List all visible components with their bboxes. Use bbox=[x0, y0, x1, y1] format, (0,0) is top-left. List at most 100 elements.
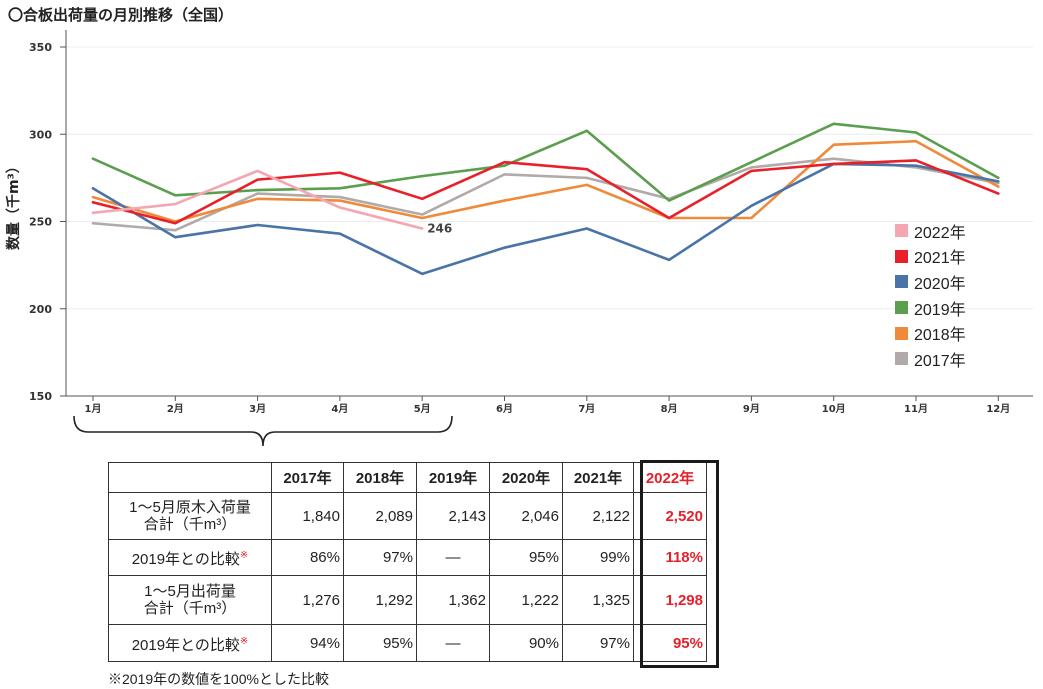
row-label-unit: 合計（千m³） bbox=[143, 516, 237, 533]
y-tick-label-350: 350 bbox=[29, 41, 52, 54]
data-point-2018年-1 bbox=[91, 195, 95, 199]
row-label-text: 2019年との比較 bbox=[131, 636, 240, 654]
table-row: 1～5月出荷量 合計（千m³） 1,276 1,292 1,362 1,222 1,325 1… bbox=[108, 575, 707, 625]
x-tick-label-7: 7月 bbox=[578, 403, 595, 415]
range-bracket bbox=[73, 415, 453, 447]
table-cell: 1,325 bbox=[562, 575, 634, 625]
legend-swatch-2018年 bbox=[895, 326, 908, 340]
data-point-2019年-11 bbox=[914, 131, 918, 134]
summary-table: 2017年 2018年 2019年 2020年 2021年 2022年 1～5月… bbox=[108, 462, 707, 662]
legend-swatch-2020年 bbox=[895, 275, 908, 289]
series-line-2018年 bbox=[91, 139, 1000, 223]
table-cell: 1,222 bbox=[489, 575, 563, 625]
table-cell: 97% bbox=[562, 624, 634, 662]
data-point-2017年-10 bbox=[832, 157, 835, 160]
data-point-2020年-5 bbox=[421, 272, 424, 276]
data-point-2020年-2 bbox=[174, 236, 177, 239]
series-line-2017年 bbox=[91, 157, 1000, 232]
legend-label-2017年: 2017年 bbox=[914, 352, 966, 370]
legend-label-2021年: 2021年 bbox=[914, 250, 966, 268]
table-row-label: 1～5月出荷量 合計（千m³） bbox=[108, 575, 272, 625]
legend-swatch-2019年 bbox=[895, 301, 908, 315]
data-point-2021年-2 bbox=[174, 222, 177, 225]
x-tick-label-9: 9月 bbox=[743, 403, 760, 415]
note-mark: ※ bbox=[239, 550, 249, 561]
table-row: 1～5月原木入荷量 合計（千m³） 1,840 2,089 2,143 2,046 2,12… bbox=[108, 492, 707, 540]
data-point-2018年-10 bbox=[832, 143, 835, 146]
table-cell: 95% bbox=[343, 624, 417, 662]
highlight-frame-2022 bbox=[640, 460, 719, 668]
table-footnote: ※2019年の数値を100%とした比較 bbox=[108, 671, 329, 687]
note-mark: ※ bbox=[239, 635, 249, 647]
chart-title: 〇合板出荷量の月別推移（全国） bbox=[8, 6, 234, 24]
data-point-2018年-7 bbox=[585, 183, 588, 187]
table-cell: 2,122 bbox=[562, 492, 634, 540]
data-point-2019年-9 bbox=[750, 160, 753, 164]
x-tick-label-3: 3月 bbox=[249, 403, 266, 415]
chart-legend: 2022年 2021年 2020年 2019年 2018年 2017年 bbox=[895, 218, 966, 372]
data-point-2018年-5 bbox=[421, 216, 424, 220]
data-point-2019年-3 bbox=[256, 188, 259, 192]
data-point-2019年-2 bbox=[174, 194, 177, 197]
x-tick-label-8: 8月 bbox=[661, 403, 678, 415]
data-point-2018年-6 bbox=[503, 199, 506, 202]
table-header-2019: 2019年 bbox=[416, 462, 490, 493]
table-row-label: 2019年との比較※ bbox=[108, 624, 272, 662]
legend-item-2017年: 2017年 bbox=[895, 346, 966, 372]
table-cell: 1,840 bbox=[271, 492, 344, 540]
series-line-2019年 bbox=[91, 122, 1000, 202]
data-point-2018年-3 bbox=[256, 197, 259, 201]
table-row: 2019年との比較※ 94% 95% —90% 97% 95% bbox=[108, 624, 707, 662]
data-point-2020年-8 bbox=[667, 258, 671, 262]
chart-plot: 150 200 250 300 350 1月 2月 3月 4月 5月 6月 7月 8月 9月 10月 11月 1… bbox=[29, 30, 1033, 447]
series-line-2020年 bbox=[91, 162, 1000, 276]
data-point-2018年-12 bbox=[997, 185, 1000, 188]
x-tick-label-2: 2月 bbox=[167, 403, 184, 415]
table-cell: 118% bbox=[633, 539, 707, 576]
data-point-2017年-7 bbox=[585, 176, 588, 180]
table-header-2022: 2022年 bbox=[633, 462, 707, 493]
data-point-2021年-1 bbox=[91, 201, 95, 204]
data-point-2020年-9 bbox=[750, 204, 753, 207]
data-point-2019年-7 bbox=[585, 129, 588, 132]
legend-swatch-2022年 bbox=[895, 224, 908, 238]
legend-item-2019年: 2019年 bbox=[895, 295, 966, 321]
data-point-2020年-4 bbox=[338, 232, 342, 235]
data-point-2017年-4 bbox=[338, 195, 342, 199]
data-point-2019年-5 bbox=[421, 174, 424, 178]
data-point-2019年-6 bbox=[503, 164, 506, 167]
data-point-2017年-3 bbox=[256, 192, 259, 195]
table-cell: 1,292 bbox=[343, 575, 417, 625]
table-cell: 95% bbox=[633, 624, 707, 662]
table-corner-cell bbox=[108, 462, 272, 493]
data-label-246: 246 bbox=[427, 221, 452, 235]
data-point-2020年-11 bbox=[914, 164, 918, 167]
legend-label-2018年: 2018年 bbox=[914, 327, 966, 345]
table-cell: — bbox=[416, 624, 490, 662]
x-tick-label-4: 4月 bbox=[331, 403, 348, 415]
data-point-2022年-1 bbox=[91, 211, 95, 214]
legend-item-2018年: 2018年 bbox=[895, 320, 966, 346]
y-axis-label: 数量（千m³） bbox=[6, 159, 22, 250]
data-point-2021年-12 bbox=[997, 192, 1000, 195]
data-point-2020年-7 bbox=[585, 227, 588, 230]
row-label-text: 2019年との比較 bbox=[131, 551, 240, 568]
x-tick-label-10: 10月 bbox=[822, 403, 846, 415]
data-point-2019年-12 bbox=[997, 176, 1000, 180]
data-point-2018年-11 bbox=[914, 140, 918, 143]
legend-swatch-2017年 bbox=[895, 352, 908, 366]
legend-label-2022年: 2022年 bbox=[914, 224, 966, 242]
table-row: 2019年との比較※ 86% 97% —95% 99% 118% bbox=[108, 539, 707, 576]
table-header-row: 2017年 2018年 2019年 2020年 2021年 2022年 bbox=[108, 462, 707, 493]
y-tick-label-200: 200 bbox=[29, 303, 52, 316]
legend-item-2020年: 2020年 bbox=[895, 269, 966, 295]
legend-item-2022年: 2022年 bbox=[895, 218, 966, 244]
row-label-unit: 合計（千m³） bbox=[143, 600, 237, 617]
data-point-2021年-3 bbox=[256, 178, 259, 181]
legend-swatch-2021年 bbox=[895, 249, 908, 263]
row-label-text: 1～5月出荷量 bbox=[144, 583, 236, 600]
data-point-2021年-11 bbox=[914, 159, 918, 162]
table-cell: 2,143 bbox=[416, 492, 490, 540]
data-point-2020年-6 bbox=[503, 246, 506, 249]
data-point-2021年-7 bbox=[585, 167, 588, 171]
